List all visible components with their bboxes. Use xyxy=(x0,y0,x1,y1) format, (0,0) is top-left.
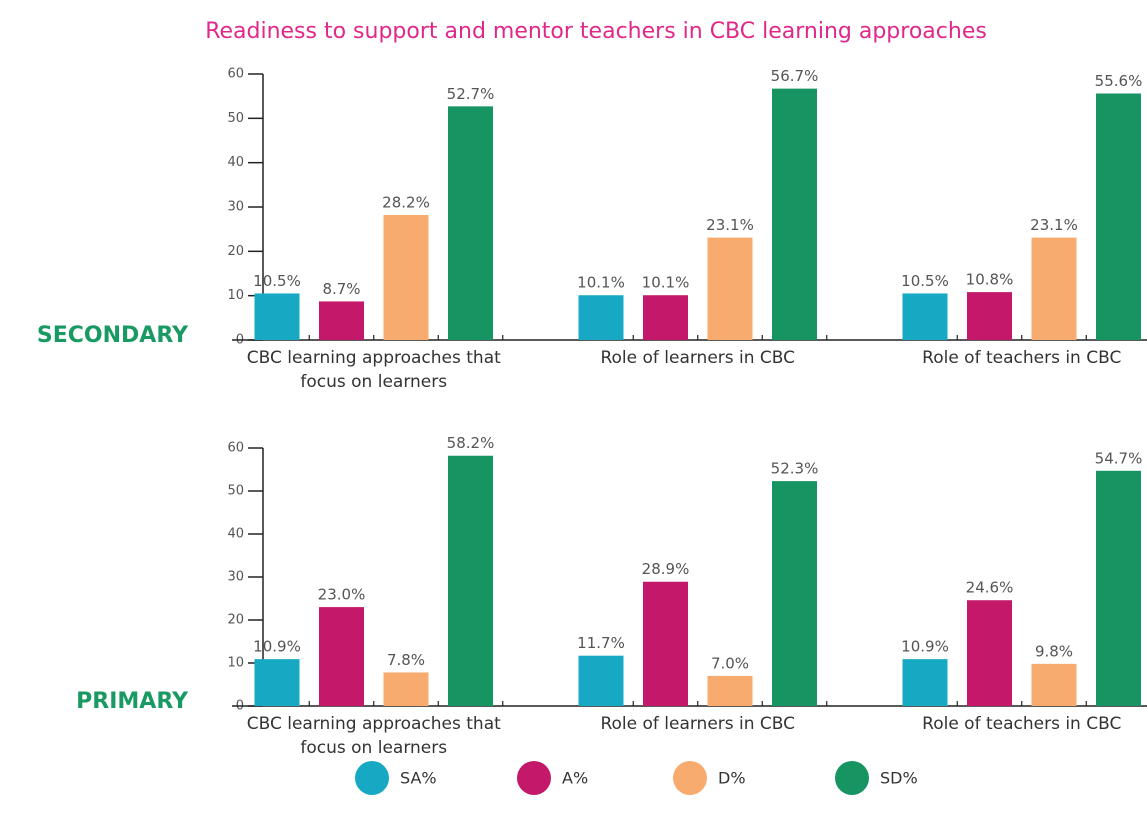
value-label: 8.7% xyxy=(322,280,360,298)
bar xyxy=(967,600,1012,706)
legend-swatch xyxy=(835,761,869,795)
legend-swatch xyxy=(673,761,707,795)
legend-swatch xyxy=(355,761,389,795)
bar xyxy=(643,581,688,706)
value-label: 24.6% xyxy=(966,579,1014,597)
bar xyxy=(448,455,493,706)
value-label: 10.5% xyxy=(901,272,949,290)
bar xyxy=(707,675,753,706)
x-tick-label: Role of teachers in CBC xyxy=(922,348,1122,368)
y-tick-label: 60 xyxy=(227,67,244,82)
bar xyxy=(707,237,753,340)
value-label: 10.9% xyxy=(253,638,301,656)
value-label: 23.1% xyxy=(1030,216,1078,234)
y-tick-label: 20 xyxy=(227,613,244,628)
y-tick-label: 40 xyxy=(227,527,244,542)
y-tick-label: 40 xyxy=(227,155,244,170)
value-label: 56.7% xyxy=(771,67,819,85)
y-tick-label: 30 xyxy=(227,570,244,585)
legend-label: SA% xyxy=(400,769,437,788)
x-tick-label: CBC learning approaches that focus on le… xyxy=(246,348,501,392)
x-tick-label: Role of learners in CBC xyxy=(600,714,796,734)
bar xyxy=(383,672,429,706)
y-tick-label: 10 xyxy=(227,656,244,671)
value-label: 10.5% xyxy=(253,272,301,290)
bar xyxy=(967,292,1012,340)
legend-swatch xyxy=(517,761,551,795)
value-label: 23.1% xyxy=(706,216,754,234)
bar xyxy=(1096,470,1141,706)
value-label: 10.1% xyxy=(642,274,690,292)
bar xyxy=(772,481,817,706)
bar xyxy=(772,88,817,340)
value-label: 10.1% xyxy=(577,274,625,292)
value-label: 58.2% xyxy=(447,434,495,452)
value-label: 28.9% xyxy=(642,560,690,578)
value-label: 23.0% xyxy=(318,586,366,604)
value-label: 10.9% xyxy=(901,638,949,656)
bar xyxy=(254,293,300,340)
value-label: 10.8% xyxy=(966,271,1014,289)
bar xyxy=(448,106,493,340)
legend-label: D% xyxy=(718,769,746,788)
value-label: 11.7% xyxy=(577,634,625,652)
value-label: 9.8% xyxy=(1035,642,1073,660)
bar xyxy=(578,655,624,706)
value-label: 7.0% xyxy=(711,654,749,672)
x-tick-label: Role of teachers in CBC xyxy=(922,714,1122,734)
bar xyxy=(319,607,364,706)
panel-label: SECONDARY xyxy=(37,323,189,348)
value-label: 55.6% xyxy=(1095,72,1143,90)
y-tick-label: 10 xyxy=(227,288,244,303)
value-label: 52.7% xyxy=(447,85,495,103)
bar xyxy=(383,214,429,340)
bar xyxy=(902,659,948,706)
bar xyxy=(1031,663,1077,706)
y-tick-label: 30 xyxy=(227,200,244,215)
value-label: 52.3% xyxy=(771,460,819,478)
value-label: 7.8% xyxy=(387,651,425,669)
value-label: 54.7% xyxy=(1095,449,1143,467)
x-tick-label: CBC learning approaches that focus on le… xyxy=(246,714,501,758)
chart-title: Readiness to support and mentor teachers… xyxy=(205,19,987,44)
y-tick-label: 20 xyxy=(227,244,244,259)
bar xyxy=(578,295,624,340)
y-tick-label: 50 xyxy=(227,111,244,126)
value-label: 28.2% xyxy=(382,193,430,211)
bar xyxy=(254,659,300,706)
y-tick-label: 50 xyxy=(227,484,244,499)
y-tick-label: 60 xyxy=(227,441,244,456)
x-tick-label: Role of learners in CBC xyxy=(600,348,796,368)
bar xyxy=(902,293,948,340)
panel-label: PRIMARY xyxy=(76,689,189,714)
bar xyxy=(1031,237,1077,340)
legend-label: SD% xyxy=(880,769,918,788)
bar xyxy=(1096,93,1141,340)
bar xyxy=(643,295,688,340)
bar xyxy=(319,301,364,340)
legend-label: A% xyxy=(562,769,588,788)
